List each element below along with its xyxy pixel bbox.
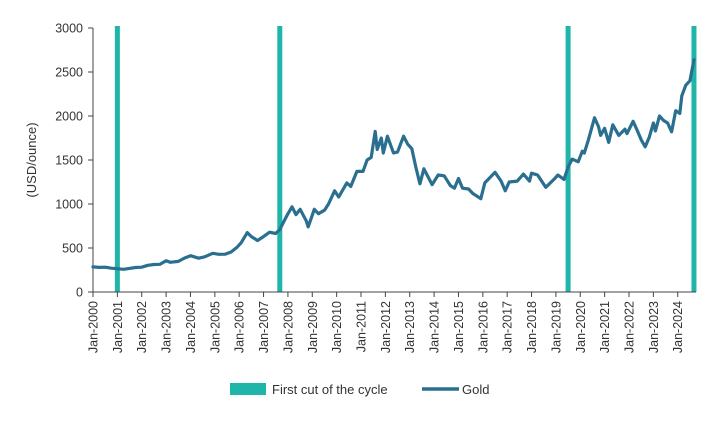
x-tick-label-5: Jan-2005 [208, 301, 222, 353]
x-tick-label-7: Jan-2007 [257, 301, 271, 353]
x-tick-label-2: Jan-2002 [135, 301, 149, 353]
y-tick-label-3: 1500 [55, 154, 83, 168]
x-tick-label-12: Jan-2012 [379, 301, 393, 353]
gold-price-line [91, 58, 696, 271]
x-tick-label-4: Jan-2004 [184, 301, 198, 353]
x-tick-label-3: Jan-2003 [160, 301, 174, 353]
axes: 0 500 1000 1500 2000 2500 3000 Jan-2000 Jan-2001… [55, 22, 696, 353]
x-tick-label-16: Jan-2016 [476, 301, 490, 353]
x-tick-label-13: Jan-2013 [403, 301, 417, 353]
series [91, 58, 696, 271]
x-tick-label-23: Jan-2023 [647, 301, 661, 353]
x-tick-label-18: Jan-2018 [525, 301, 539, 353]
y-tick-label-6: 3000 [55, 22, 83, 36]
x-tick-label-0: Jan-2000 [87, 301, 101, 353]
y-tick-label-1: 500 [62, 242, 83, 256]
y-tick-label-2: 1000 [55, 198, 83, 212]
x-tick-label-17: Jan-2017 [501, 301, 515, 353]
legend: First cut of the cycle Gold [230, 382, 489, 397]
legend-swatch-first-cut [230, 383, 266, 395]
x-tick-label-10: Jan-2010 [330, 301, 344, 353]
rate-cut-markers [114, 26, 697, 292]
x-tick-label-21: Jan-2021 [598, 301, 612, 353]
x-tick-label-14: Jan-2014 [428, 301, 442, 353]
x-tick-label-8: Jan-2008 [281, 301, 295, 353]
x-tick-label-6: Jan-2006 [233, 301, 247, 353]
x-tick-label-22: Jan-2022 [623, 301, 637, 353]
y-tick-label-4: 2000 [55, 110, 83, 124]
x-tick-label-11: Jan-2011 [355, 301, 369, 352]
x-tick-label-9: Jan-2009 [306, 301, 320, 353]
legend-label-first-cut: First cut of the cycle [272, 382, 388, 397]
x-tick-label-1: Jan-2001 [111, 301, 125, 353]
y-tick-label-0: 0 [76, 286, 83, 300]
y-tick-label-5: 2500 [55, 66, 83, 80]
legend-label-gold: Gold [462, 382, 489, 397]
x-tick-label-24: Jan-2024 [671, 301, 685, 353]
x-tick-label-15: Jan-2015 [452, 301, 466, 353]
y-axis-title: (USD/ounce) [24, 122, 39, 197]
x-tick-label-19: Jan-2019 [549, 301, 563, 353]
x-tick-label-20: Jan-2020 [574, 301, 588, 353]
